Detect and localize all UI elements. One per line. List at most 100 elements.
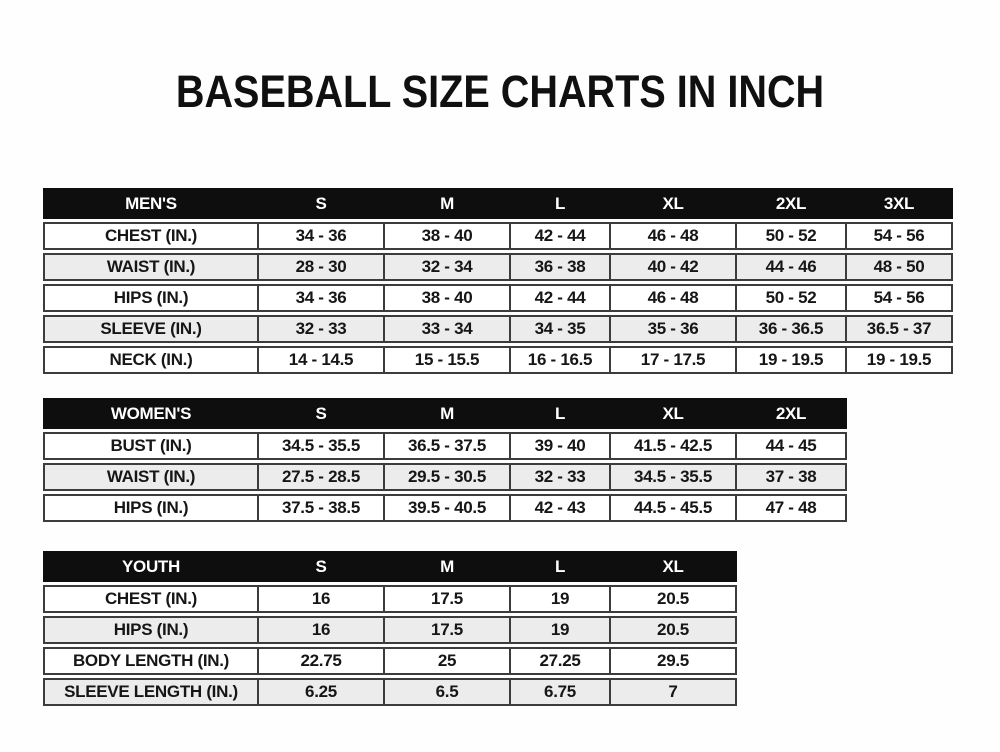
- row-label: HIPS (IN.): [43, 494, 259, 522]
- size-value-cell: 35 - 36: [611, 315, 737, 343]
- size-value-cell: 17.5: [385, 616, 511, 644]
- size-value-cell: 16: [259, 616, 385, 644]
- size-value-cell: 29.5: [611, 647, 737, 675]
- size-header-cell: M: [385, 188, 511, 219]
- size-value-cell: 33 - 34: [385, 315, 511, 343]
- size-value-cell: 38 - 40: [385, 284, 511, 312]
- header-row: WOMEN'S S M L XL 2XL: [43, 398, 847, 429]
- size-value-cell: 37.5 - 38.5: [259, 494, 385, 522]
- table-row: CHEST (IN.) 16 17.5 19 20.5: [43, 585, 737, 613]
- size-value-cell: 34 - 35: [511, 315, 611, 343]
- size-value-cell: 20.5: [611, 585, 737, 613]
- table-row: BUST (IN.) 34.5 - 35.5 36.5 - 37.5 39 - 40 4…: [43, 432, 847, 460]
- size-header-cell: S: [259, 188, 385, 219]
- size-value-cell: 36.5 - 37: [847, 315, 953, 343]
- size-value-cell: 34.5 - 35.5: [259, 432, 385, 460]
- table-row: NECK (IN.) 14 - 14.5 15 - 15.5 16 - 16.5 17 …: [43, 346, 953, 374]
- size-value-cell: 39 - 40: [511, 432, 611, 460]
- row-label: BUST (IN.): [43, 432, 259, 460]
- size-value-cell: 6.25: [259, 678, 385, 706]
- size-value-cell: 34.5 - 35.5: [611, 463, 737, 491]
- size-value-cell: 44.5 - 45.5: [611, 494, 737, 522]
- size-header-cell: M: [385, 398, 511, 429]
- size-value-cell: 32 - 33: [511, 463, 611, 491]
- size-value-cell: 40 - 42: [611, 253, 737, 281]
- size-value-cell: 28 - 30: [259, 253, 385, 281]
- size-value-cell: 41.5 - 42.5: [611, 432, 737, 460]
- size-value-cell: 46 - 48: [611, 222, 737, 250]
- size-value-cell: 32 - 33: [259, 315, 385, 343]
- table-row: WAIST (IN.) 27.5 - 28.5 29.5 - 30.5 32 - 33…: [43, 463, 847, 491]
- size-value-cell: 6.5: [385, 678, 511, 706]
- size-value-cell: 50 - 52: [737, 284, 847, 312]
- mens-size-table: MEN'S S M L XL 2XL 3XL CHEST (IN.) 34 - 36 38 - 4…: [43, 185, 953, 377]
- size-value-cell: 29.5 - 30.5: [385, 463, 511, 491]
- size-header-cell: XL: [611, 398, 737, 429]
- size-value-cell: 34 - 36: [259, 222, 385, 250]
- row-label: HIPS (IN.): [43, 284, 259, 312]
- row-label: CHEST (IN.): [43, 222, 259, 250]
- size-value-cell: 54 - 56: [847, 222, 953, 250]
- size-header-cell: L: [511, 398, 611, 429]
- row-label: CHEST (IN.): [43, 585, 259, 613]
- row-label: WAIST (IN.): [43, 253, 259, 281]
- size-value-cell: 19: [511, 585, 611, 613]
- table-row: HIPS (IN.) 37.5 - 38.5 39.5 - 40.5 42 - 43 4…: [43, 494, 847, 522]
- size-value-cell: 50 - 52: [737, 222, 847, 250]
- size-value-cell: 42 - 44: [511, 284, 611, 312]
- size-value-cell: 38 - 40: [385, 222, 511, 250]
- row-label: SLEEVE LENGTH (IN.): [43, 678, 259, 706]
- header-row: MEN'S S M L XL 2XL 3XL: [43, 188, 953, 219]
- size-value-cell: 25: [385, 647, 511, 675]
- size-value-cell: 39.5 - 40.5: [385, 494, 511, 522]
- table-title-cell: WOMEN'S: [43, 398, 259, 429]
- table-row: WAIST (IN.) 28 - 30 32 - 34 36 - 38 40 - 42 4…: [43, 253, 953, 281]
- size-value-cell: 48 - 50: [847, 253, 953, 281]
- size-value-cell: 36 - 36.5: [737, 315, 847, 343]
- size-value-cell: 46 - 48: [611, 284, 737, 312]
- table-row: HIPS (IN.) 34 - 36 38 - 40 42 - 44 46 - 48 50…: [43, 284, 953, 312]
- size-value-cell: 42 - 44: [511, 222, 611, 250]
- size-header-cell: XL: [611, 188, 737, 219]
- table-title-cell: YOUTH: [43, 551, 259, 582]
- table-row: SLEEVE (IN.) 32 - 33 33 - 34 34 - 35 35 - 36…: [43, 315, 953, 343]
- table-title-cell: MEN'S: [43, 188, 259, 219]
- row-label: SLEEVE (IN.): [43, 315, 259, 343]
- size-header-cell: 3XL: [847, 188, 953, 219]
- size-header-cell: S: [259, 551, 385, 582]
- size-value-cell: 15 - 15.5: [385, 346, 511, 374]
- size-value-cell: 44 - 45: [737, 432, 847, 460]
- size-value-cell: 47 - 48: [737, 494, 847, 522]
- size-value-cell: 16: [259, 585, 385, 613]
- size-header-cell: L: [511, 551, 611, 582]
- size-value-cell: 19: [511, 616, 611, 644]
- page-title: BASEBALL SIZE CHARTS IN INCH: [175, 66, 825, 117]
- row-label: NECK (IN.): [43, 346, 259, 374]
- table-row: CHEST (IN.) 34 - 36 38 - 40 42 - 44 46 - 48 5…: [43, 222, 953, 250]
- size-value-cell: 19 - 19.5: [847, 346, 953, 374]
- size-value-cell: 19 - 19.5: [737, 346, 847, 374]
- size-value-cell: 54 - 56: [847, 284, 953, 312]
- row-label: HIPS (IN.): [43, 616, 259, 644]
- size-header-cell: S: [259, 398, 385, 429]
- womens-size-table: WOMEN'S S M L XL 2XL BUST (IN.) 34.5 - 35.5 36.5…: [43, 395, 847, 525]
- size-value-cell: 27.25: [511, 647, 611, 675]
- header-row: YOUTH S M L XL: [43, 551, 737, 582]
- size-header-cell: 2XL: [737, 398, 847, 429]
- size-value-cell: 27.5 - 28.5: [259, 463, 385, 491]
- size-value-cell: 44 - 46: [737, 253, 847, 281]
- size-value-cell: 17.5: [385, 585, 511, 613]
- size-header-cell: XL: [611, 551, 737, 582]
- size-value-cell: 6.75: [511, 678, 611, 706]
- size-value-cell: 14 - 14.5: [259, 346, 385, 374]
- size-header-cell: M: [385, 551, 511, 582]
- size-value-cell: 32 - 34: [385, 253, 511, 281]
- size-value-cell: 16 - 16.5: [511, 346, 611, 374]
- size-value-cell: 37 - 38: [737, 463, 847, 491]
- table-row: BODY LENGTH (IN.) 22.75 25 27.25 29.5: [43, 647, 737, 675]
- row-label: BODY LENGTH (IN.): [43, 647, 259, 675]
- size-value-cell: 20.5: [611, 616, 737, 644]
- youth-size-table: YOUTH S M L XL CHEST (IN.) 16 17.5 19 20.5 HIPS (I…: [43, 548, 737, 709]
- size-value-cell: 17 - 17.5: [611, 346, 737, 374]
